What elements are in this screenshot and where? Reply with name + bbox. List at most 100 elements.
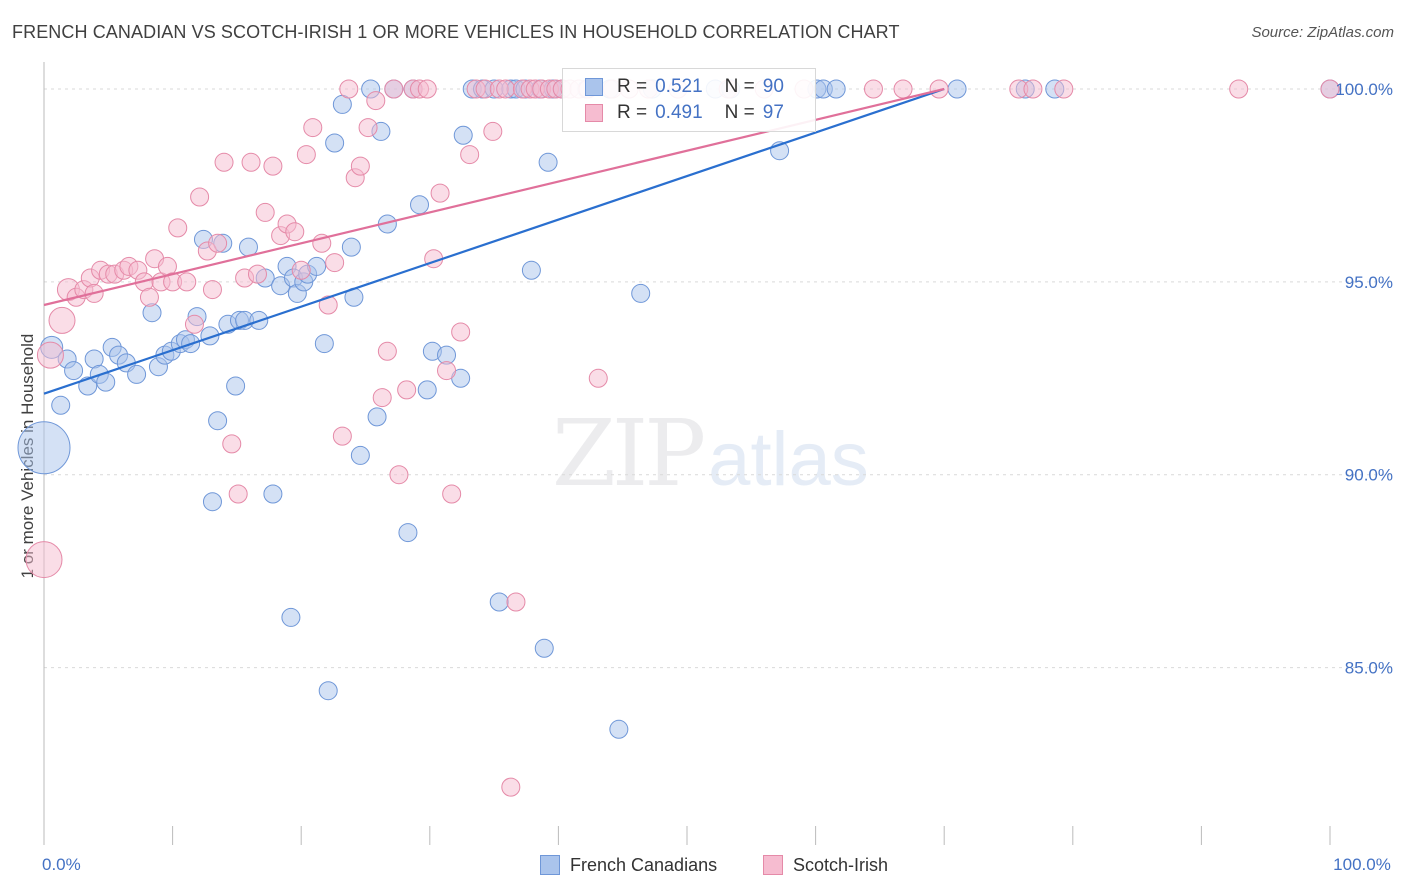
scotch-irish-point (139, 287, 159, 307)
scotch-irish-point (190, 187, 210, 207)
french-canadians-point (538, 152, 558, 172)
scotch-irish-point (588, 368, 608, 388)
french-canadians-point (263, 484, 283, 504)
french-canadians-point (64, 361, 84, 381)
legend-r-value: 0.521 (655, 76, 703, 97)
y-tick-label: 100.0% (1335, 80, 1393, 99)
scotch-irish-point (929, 79, 949, 99)
scotch-irish-point (177, 272, 197, 292)
scotch-irish-point (25, 541, 63, 579)
french-canadians-point (631, 283, 651, 303)
legend-n-label: N = (724, 76, 755, 97)
scotch-irish-point (1320, 79, 1340, 99)
scotch-irish-point (168, 218, 188, 238)
french-canadians-point (325, 133, 345, 153)
scotch-irish-point (460, 145, 480, 165)
scotch-irish-point (1054, 79, 1074, 99)
scotch-irish-point (291, 260, 311, 280)
scotch-irish-point (285, 222, 305, 242)
scotch-irish-point (417, 79, 437, 99)
scotch-irish-point (506, 592, 526, 612)
french-canadians-point (489, 592, 509, 612)
x-tick-label: 0.0% (42, 855, 81, 874)
french-canadians-point (947, 79, 967, 99)
bottom-legend-french-canadians: French Canadians (540, 852, 717, 878)
legend-swatch-french-canadians (585, 78, 603, 96)
scotch-irish-point (372, 388, 392, 408)
french-canadians-point (202, 492, 222, 512)
scotch-irish-point (184, 314, 204, 334)
y-tick-label: 85.0% (1345, 659, 1393, 678)
french-canadians-point (609, 719, 629, 739)
scotch-irish-points (25, 79, 1340, 797)
legend-n-value: 90 (762, 76, 784, 97)
scotch-irish-point (332, 426, 352, 446)
source-credit: Source: ZipAtlas.com (1251, 24, 1394, 41)
scotch-irish-point (263, 156, 283, 176)
scotch-irish-point (451, 322, 471, 342)
french-canadians-point (826, 79, 846, 99)
scotch-irish-point (501, 777, 521, 797)
french-canadians-point (127, 364, 147, 384)
legend-n-value: 97 (762, 102, 784, 123)
scotch-irish-point (893, 79, 913, 99)
french-canadians-point (410, 195, 430, 215)
french-canadians-point (226, 376, 246, 396)
french-canadians-point (17, 421, 71, 475)
scotch-irish-point (442, 484, 462, 504)
scotch-irish-point (318, 295, 338, 315)
y-tick-label: 90.0% (1345, 466, 1393, 485)
scotch-irish-point (36, 341, 64, 369)
scotch-irish-point (397, 380, 417, 400)
chart-title: FRENCH CANADIAN VS SCOTCH-IRISH 1 OR MOR… (12, 22, 900, 42)
french-canadians-point (208, 411, 228, 431)
french-canadians-point (200, 326, 220, 346)
scotch-irish-point (496, 79, 516, 99)
french-canadians-point (453, 125, 473, 145)
legend-swatch-scotch-irish (585, 104, 603, 122)
scotch-irish-point (296, 145, 316, 165)
x-tick-label: 100.0% (1333, 855, 1391, 874)
scotch-irish-point (247, 264, 267, 284)
legend-row-scotch-irish: R = 0.491 N = 97 (585, 101, 792, 125)
scotch-irish-point (208, 233, 228, 253)
legend-row-french-canadians: R = 0.521 N = 90 (585, 75, 792, 99)
french-canadians-point (350, 445, 370, 465)
french-canadians-point (521, 260, 541, 280)
scotch-irish-point (214, 152, 234, 172)
correlation-legend: R = 0.521 N = 90 R = 0.491 N = 97 (562, 68, 816, 132)
scotch-irish-point (863, 79, 883, 99)
scotch-irish-point (1023, 79, 1043, 99)
scotch-irish-point (358, 118, 378, 138)
bottom-legend-swatch-scotch-irish (763, 855, 783, 875)
scotch-irish-point (430, 183, 450, 203)
bottom-legend-swatch-french-canadians (540, 855, 560, 875)
bottom-legend-label-french-canadians: French Canadians (570, 854, 718, 875)
scotch-irish-point (389, 465, 409, 485)
legend-r-label: R = (617, 76, 648, 97)
scotch-irish-point (350, 156, 370, 176)
scotch-irish-point (222, 434, 242, 454)
french-canadians-point (314, 334, 334, 354)
scotch-irish-point (366, 91, 386, 111)
scotch-irish-point (377, 341, 397, 361)
scotch-irish-point (303, 118, 323, 138)
french-canadians-point (367, 407, 387, 427)
legend-n-label: N = (724, 102, 755, 123)
scotch-irish-point (437, 361, 457, 381)
french-canadians-point (341, 237, 361, 257)
scotch-irish-point (483, 121, 503, 141)
scotch-irish-point (384, 79, 404, 99)
tick-labels: 85.0% 90.0% 95.0% 100.0% 0.0% 100.0% (42, 80, 1393, 874)
french-canadians-point (534, 638, 554, 658)
scotch-irish-point (228, 484, 248, 504)
y-tick-label: 95.0% (1345, 273, 1393, 292)
french-canadians-trend-line (43, 87, 945, 395)
legend-r-label: R = (617, 102, 648, 123)
scotch-irish-point (202, 280, 222, 300)
grid-lines (44, 88, 1395, 669)
french-canadians-point (281, 607, 301, 627)
scotch-irish-point (255, 202, 275, 222)
bottom-legend-label-scotch-irish: Scotch-Irish (793, 854, 889, 875)
